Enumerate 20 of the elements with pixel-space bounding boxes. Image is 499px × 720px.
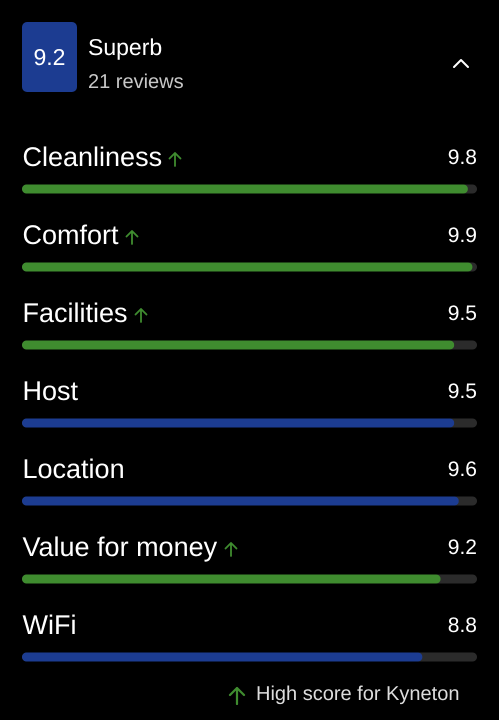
data-label: 9.5 <box>448 380 477 403</box>
y-tick-label: Cleanliness <box>22 142 162 172</box>
data-label: 9.2 <box>448 536 477 559</box>
chart-title: Superb <box>88 34 162 61</box>
bar <box>22 184 468 194</box>
text: 9.2 <box>22 22 77 92</box>
bar <box>22 262 472 272</box>
data-label: 9.6 <box>448 458 477 481</box>
y-tick-label: Facilities <box>22 298 128 328</box>
chart-subtitle: 21 reviews <box>88 71 184 94</box>
text: High score for Kyneton <box>256 683 460 706</box>
y-tick-label: Comfort <box>22 220 120 250</box>
y-tick-label: Host <box>22 376 79 406</box>
y-tick-label: WiFi <box>22 610 76 640</box>
y-tick-label: Location <box>22 454 125 484</box>
data-label: 9.5 <box>448 302 477 325</box>
y-tick-label: Value for money <box>22 532 218 562</box>
data-label: 9.9 <box>448 224 477 247</box>
data-label: 8.8 <box>448 614 477 637</box>
data-label: 9.8 <box>448 146 477 169</box>
